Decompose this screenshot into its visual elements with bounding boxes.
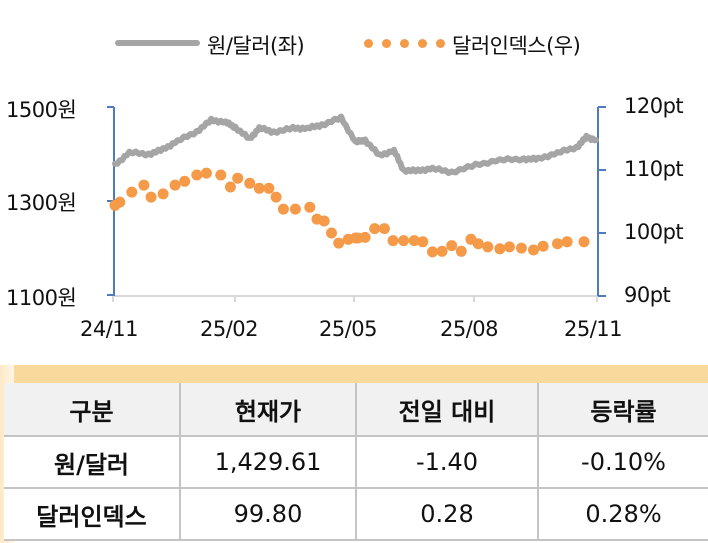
x-axis-tick-label: 25/05 xyxy=(319,317,378,341)
x-axis xyxy=(112,295,598,302)
x-axis-tick-label: 25/08 xyxy=(440,317,499,341)
change-cell: 0.28 xyxy=(355,487,539,541)
x-axis-tick-label: 25/02 xyxy=(200,317,259,341)
right-axis-tick-label: 120pt xyxy=(624,94,684,118)
right-axis-tick-label: 100pt xyxy=(624,220,684,244)
left-axis-tick-label: 1100원 xyxy=(6,286,77,310)
price-cell: 1,429.61 xyxy=(179,435,357,489)
left-axis-tick-label: 1300원 xyxy=(6,191,77,215)
table-row: 달러인덱스 99.80 0.28 0.28% xyxy=(4,487,708,541)
legend-label-dollar-index: 달러인덱스(우) xyxy=(452,34,581,58)
x-axis-tick-label: 24/11 xyxy=(80,317,139,341)
fx-table: 구분 현재가 전일 대비 등락률 원/달러 1,429.61 -1.40 -0.… xyxy=(4,383,708,541)
column-header-price: 현재가 xyxy=(179,383,357,437)
legend-line-krw-usd-icon xyxy=(115,40,200,46)
table-row: 원/달러 1,429.61 -1.40 -0.10% xyxy=(4,435,708,489)
rate-cell: -0.10% xyxy=(537,435,708,489)
right-axis-tick-label: 90pt xyxy=(624,283,671,307)
column-header-category: 구분 xyxy=(4,383,181,437)
right-axis xyxy=(597,106,606,297)
legend-label-krw-usd: 원/달러(좌) xyxy=(207,34,305,58)
price-cell: 99.80 xyxy=(179,487,357,541)
legend-dot-icon xyxy=(418,39,427,48)
right-axis-tick-label: 110pt xyxy=(624,157,684,181)
column-header-change: 전일 대비 xyxy=(355,383,539,437)
fx-summary-table: 구분 현재가 전일 대비 등락률 원/달러 1,429.61 -1.40 -0.… xyxy=(0,365,708,543)
left-axis-tick-label: 1500원 xyxy=(6,98,77,122)
legend-dot-icon xyxy=(400,39,409,48)
chart-plot xyxy=(107,106,606,302)
x-axis-tick-label: 25/11 xyxy=(564,317,623,341)
krw-usd-line xyxy=(112,113,599,176)
row-label: 원/달러 xyxy=(4,435,181,489)
column-header-rate: 등락률 xyxy=(537,383,708,437)
table-header-band xyxy=(14,365,708,383)
dollar-index-dots xyxy=(109,167,590,258)
rate-cell: 0.28% xyxy=(537,487,708,541)
legend-dot-icon xyxy=(436,39,445,48)
legend-dot-icon xyxy=(382,39,391,48)
table-header-row: 구분 현재가 전일 대비 등락률 xyxy=(4,383,708,437)
legend-dot-icon xyxy=(364,39,373,48)
row-label: 달러인덱스 xyxy=(4,487,181,541)
change-cell: -1.40 xyxy=(355,435,539,489)
